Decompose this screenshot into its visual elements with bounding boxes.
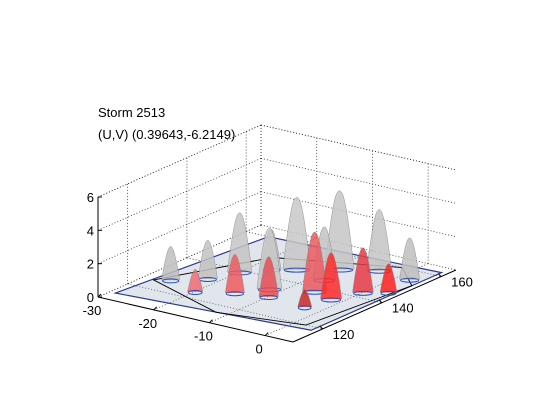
peak-base-rim (297, 305, 312, 311)
gridline-floor (127, 283, 323, 330)
surface-peak (320, 252, 342, 300)
z-tick-label: 2 (87, 257, 94, 272)
y-tick-label: 120 (333, 327, 355, 342)
peak-base-rim (259, 295, 279, 301)
surface-peak (302, 231, 328, 292)
x-tick-label: -20 (138, 316, 157, 331)
surface-peak (399, 237, 420, 280)
surface-peak (258, 256, 279, 297)
chart-subtitle: (U,V) (0.39643,-6.2149) (98, 127, 236, 142)
x-tick-label: -30 (83, 303, 102, 318)
x-tick-label: -10 (194, 329, 213, 344)
chart-title: Storm 2513 (98, 105, 166, 120)
peak-base-rim (162, 278, 180, 284)
surface-peak (197, 239, 218, 279)
y-tick-mark (437, 273, 442, 277)
peak-base-rim (321, 297, 342, 303)
peak-base-rim (225, 291, 245, 297)
y-tick-mark (378, 299, 383, 304)
surface-peak (282, 197, 311, 270)
x-tick-mark (264, 332, 269, 336)
surface-peak (225, 254, 245, 293)
gridline-back-right (260, 191, 457, 238)
z-tick-label: 6 (87, 190, 94, 205)
surface-layer (113, 190, 444, 331)
gridline-back-right (260, 157, 457, 204)
y-tick-label: 160 (451, 275, 473, 290)
peak-base-rim (187, 290, 203, 296)
tick-layer: 0 2 4 6 -30 -20 -10 0 120 140 160 (83, 190, 473, 357)
z-tick-label: 0 (87, 290, 94, 305)
peak-base-rim (353, 290, 373, 296)
peak-base-rim (380, 290, 397, 296)
surface-peak (379, 263, 398, 293)
x-tick-mark (153, 306, 158, 311)
x-tick-label: 0 (256, 342, 263, 357)
gridline-floor (186, 257, 382, 304)
surface-peak (366, 209, 392, 271)
z-tick-label: 4 (87, 223, 94, 238)
x-tick-mark (209, 319, 213, 324)
gridline-box-edge (260, 124, 457, 171)
axes-layer (97, 197, 457, 343)
surface-peak (161, 246, 180, 281)
surface-peak (352, 247, 374, 293)
surface-peak (297, 289, 312, 308)
surface-peak (324, 190, 355, 270)
y-tick-label: 140 (392, 301, 414, 316)
y-tick-mark (319, 325, 323, 330)
y-axis-line (292, 269, 457, 343)
x-axis-line (97, 296, 294, 343)
surface-peak (187, 269, 204, 292)
peak-base-rim (400, 277, 420, 283)
x-tick-mark (97, 293, 102, 298)
